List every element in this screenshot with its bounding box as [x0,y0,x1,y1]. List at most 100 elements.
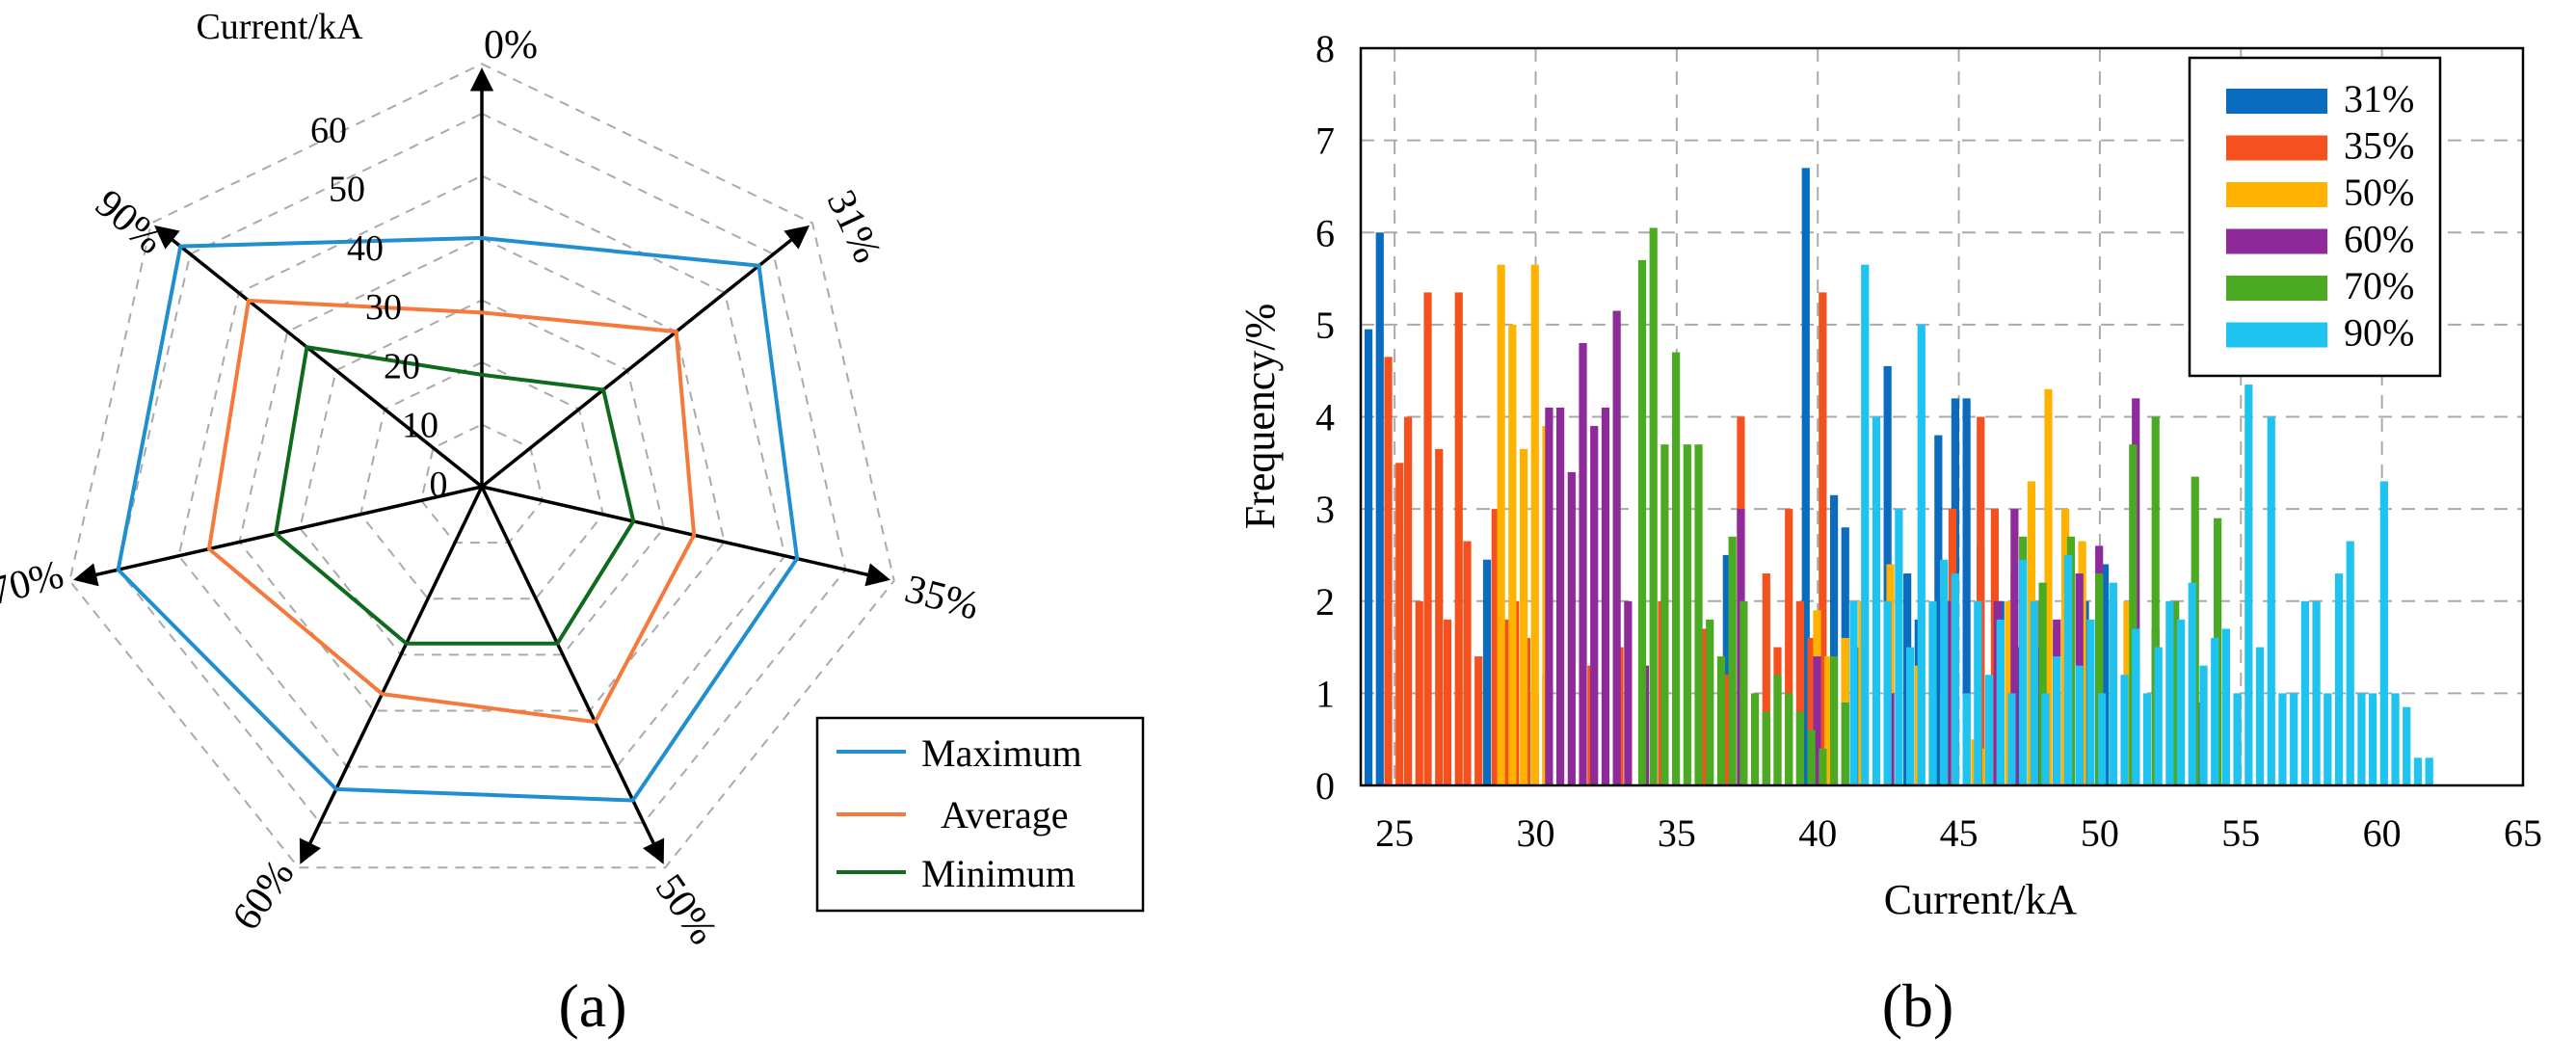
bar-90pct [2324,693,2332,785]
radar-category-label: 35% [900,567,983,628]
bar-90pct [1861,264,1870,785]
bar-60pct [1556,407,1565,785]
bar-90pct [2290,693,2298,785]
bar-90pct [1849,600,1858,785]
bar-50pct [1508,324,1517,785]
bar-90pct [2165,600,2174,785]
bar-35pct [1722,675,1731,785]
radar-tick-label: 40 [347,228,384,269]
radar-axis-31pct [480,225,810,489]
bar-31pct [1375,232,1384,785]
legend-label-90pct: 90% [2344,311,2414,355]
x-tick-label: 35 [1658,811,1696,855]
panel-label-b: (b) [1882,971,1954,1040]
x-tick-label: 25 [1375,811,1414,855]
bar-70pct [1739,600,1748,785]
bar-60pct [1612,310,1621,785]
bar-35pct [1415,600,1423,785]
y-tick-label: 1 [1315,672,1335,715]
bar-70pct [1750,693,1760,785]
bar-35pct [1700,628,1709,785]
bar-90pct [2413,757,2423,785]
radar-tick-label: 0 [430,465,448,505]
y-tick-label: 3 [1315,488,1335,531]
bar-70pct [2171,600,2180,785]
radar-category-label: 0% [484,23,538,67]
radar-category-label: 60% [225,852,304,938]
radar-series [116,235,800,803]
y-tick-labels: 0 1 2 3 4 5 6 7 8 [1315,27,1335,808]
radar-axis-50pct [480,486,665,864]
legend-swatch-70pct [2226,276,2327,301]
bar-50pct [2044,388,2053,785]
legend-swatch-35pct [2226,135,2327,161]
bar-70pct [1694,444,1703,785]
bar-70pct [1716,656,1726,785]
bar-35pct [1795,600,1805,785]
bar-90pct [2244,385,2253,785]
bar-90pct [1984,675,1994,785]
bar-70pct [1829,656,1839,785]
bar-90pct [2086,619,2095,785]
bar-70pct [1795,711,1805,785]
bar-60pct [1624,600,1633,785]
bar-90pct [1872,416,1881,785]
bar-70pct [1762,711,1770,785]
bar-90pct [2053,656,2061,785]
legend-swatch-50pct [2226,182,2327,207]
bar-90pct [2120,675,2129,785]
bar-70pct [1649,227,1658,785]
radar-tick-label: 30 [365,287,402,328]
bar-90pct [2334,573,2344,785]
bar-31pct [1801,168,1810,785]
bar-90pct [2063,554,2073,785]
bar-60pct [1567,471,1576,785]
x-tick-label: 55 [2221,811,2260,855]
bar-35pct [1443,619,1452,785]
y-tick-label: 8 [1315,27,1335,70]
x-tick-label: 50 [2081,811,2119,855]
radar-series-maximum [116,235,800,803]
radar-axis-35pct [481,485,890,587]
bar-31pct [1722,554,1731,785]
legend-swatch-31pct [2226,89,2327,114]
bar-90pct [2346,541,2354,785]
bar-90pct [2030,600,2038,785]
bar-31pct [1962,398,1971,785]
bar-50pct [1519,448,1528,785]
legend-label-average: Average [941,793,1069,836]
radar-grid-ring [238,236,726,712]
bar-60pct [1579,343,1587,785]
legend-label-maximum: Maximum [921,731,1082,775]
bar-90pct [2379,481,2388,785]
bar-50pct [1824,656,1833,785]
bar-35pct [1807,638,1816,785]
bar-90pct [2176,619,2186,785]
bar-70pct [2038,582,2047,785]
bar-35pct [1454,292,1463,785]
bar-31pct [1829,494,1839,785]
radar-tick-label: 20 [384,346,420,386]
bar-90pct [2041,693,2050,785]
legend-label-50pct: 50% [2344,171,2414,214]
radar-tick-label: 10 [402,406,438,446]
x-tick-label: 65 [2504,811,2542,855]
bar-70pct [1637,259,1647,785]
y-tick-label: 5 [1315,304,1335,347]
bar-90pct [2391,693,2400,785]
x-tick-label: 45 [1940,811,1978,855]
radar-axis-90pct [153,225,484,489]
bar-70pct [2095,573,2104,785]
radar-grid-ring [177,174,786,768]
legend-swatch-90pct [2226,322,2327,348]
y-tick-label: 4 [1315,396,1335,439]
radar-series-average [206,298,697,725]
radar-axes [73,67,890,864]
bar-70pct [1819,748,1827,785]
plot-frame [1359,46,2525,787]
y-tick-label: 2 [1315,580,1335,624]
x-tick-labels: 25 30 35 40 45 50 55 60 65 [1375,811,2542,855]
bar-35pct [1474,656,1483,785]
bar-31pct [2100,564,2110,785]
